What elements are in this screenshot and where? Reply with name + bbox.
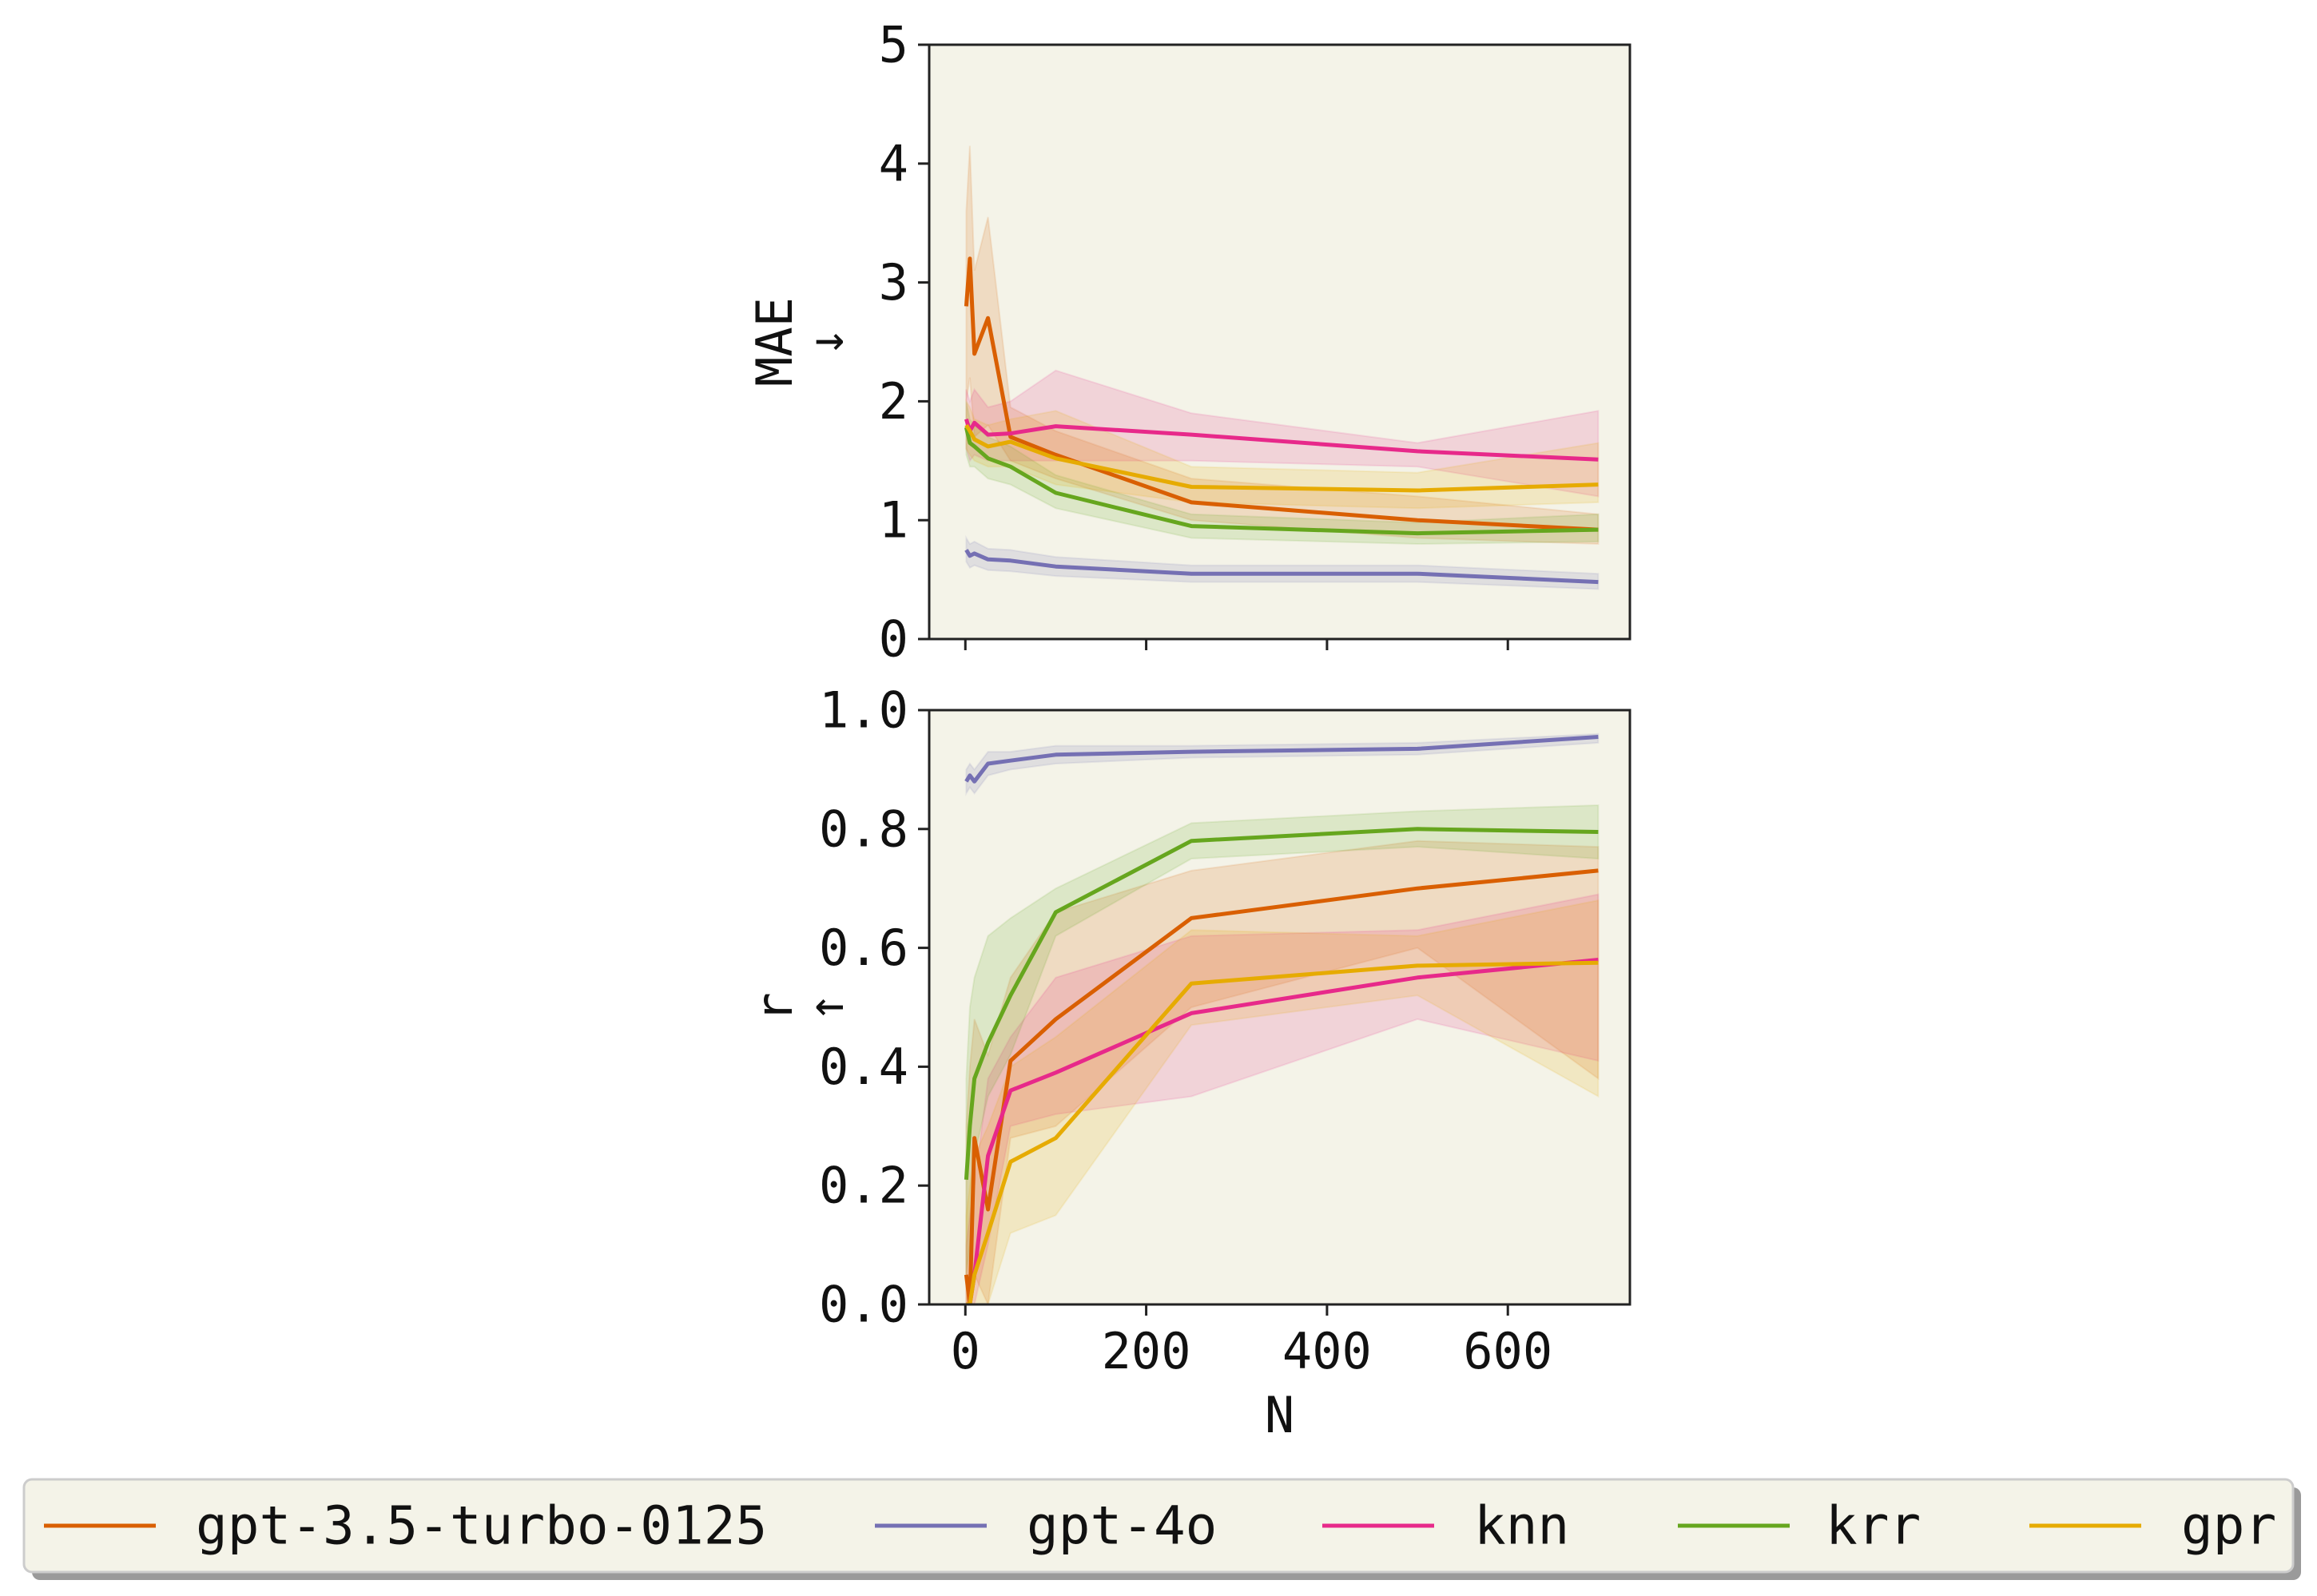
plot-background <box>929 710 1630 1304</box>
plot-area <box>964 145 1600 590</box>
line-krr <box>964 827 1599 1180</box>
y-tick-label: 0.0 <box>819 1276 908 1334</box>
y-tick-label: 0 <box>879 610 908 669</box>
legend-entry-krr: krr <box>1678 1495 1921 1557</box>
legend-label: gpt-4o <box>1027 1495 1217 1557</box>
y-axis-label: r↑ <box>745 992 855 1022</box>
line-gpr <box>964 423 1599 493</box>
x-tick-label: 600 <box>1463 1322 1552 1380</box>
y-tick-label: 0.6 <box>819 919 908 977</box>
y-tick-label: 2 <box>879 372 908 431</box>
x-tick-label: 400 <box>1282 1322 1372 1380</box>
band-gpr <box>965 398 1600 510</box>
legend-entry-gpt-3.5-turbo-0125: gpt-3.5-turbo-0125 <box>44 1495 767 1557</box>
x-axis-label: N <box>1265 1386 1294 1444</box>
line-krr <box>964 427 1599 536</box>
plot-area <box>964 732 1600 1304</box>
y-tick-label: 4 <box>879 134 908 193</box>
line-gpt-3.5-turbo-0125 <box>964 256 1599 532</box>
line-gpt-4o <box>964 735 1599 784</box>
legend-entry-knn: knn <box>1322 1495 1569 1557</box>
y-tick-label: 1.0 <box>819 681 908 740</box>
y-tick-label: 1 <box>879 491 908 550</box>
band-knn <box>965 369 1600 498</box>
panel-2: 0.0 0.2 0.4 0.6 0.8 1.0 0 200 400 600 r↑ N <box>745 681 1631 1444</box>
band-gpr <box>965 899 1600 1304</box>
y-tick-label: 0.4 <box>819 1038 908 1096</box>
y-tick-label: 3 <box>879 253 908 312</box>
y-axis-label-arrow: ↑ <box>797 992 855 1022</box>
legend: gpt-3.5-turbo-0125 gpt-4o knn krr gpr <box>22 1478 2301 1580</box>
line-gpr <box>966 960 1599 1304</box>
legend-label: krr <box>1826 1495 1921 1557</box>
line-gpt-3.5-turbo-0125 <box>964 868 1599 1304</box>
y-tick-label: 5 <box>879 16 908 74</box>
y-axis-label-text: r <box>745 992 804 1022</box>
y-tick-label: 0.2 <box>819 1157 908 1215</box>
axes-frame <box>928 43 1631 641</box>
x-tick-label: 0 <box>951 1322 980 1380</box>
panel-1: 0 1 2 3 4 5 MAE↓ <box>745 16 1631 669</box>
legend-label: gpr <box>2181 1495 2276 1557</box>
legend-label: gpt-3.5-turbo-0125 <box>196 1495 767 1557</box>
legend-box <box>22 1478 2295 1574</box>
line-knn <box>964 418 1599 462</box>
legend-entry-gpt-4o: gpt-4o <box>875 1495 1217 1557</box>
y-tick-label: 0.8 <box>819 800 908 858</box>
y-axis-label-arrow: ↓ <box>797 327 855 356</box>
legend-entry-gpr: gpr <box>2029 1495 2276 1557</box>
y-axis-label: MAE↓ <box>745 297 855 387</box>
axes-frame <box>928 709 1631 1306</box>
y-axis-label-text: MAE <box>745 297 804 387</box>
line-gpt-4o <box>964 549 1599 585</box>
legend-label: knn <box>1474 1495 1569 1557</box>
band-knn <box>965 893 1600 1304</box>
plot-background <box>929 45 1630 639</box>
x-tick-label: 200 <box>1102 1322 1191 1380</box>
